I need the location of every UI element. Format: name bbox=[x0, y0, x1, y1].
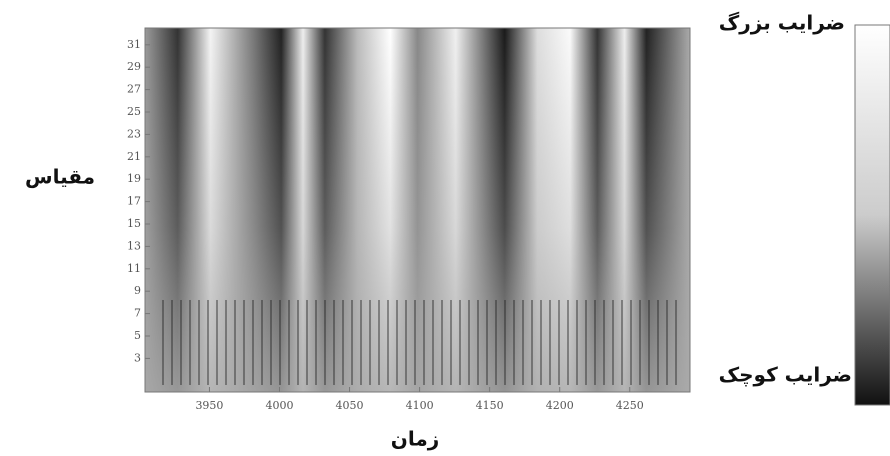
y-tick-label: 5 bbox=[134, 329, 141, 342]
y-tick-label: 3 bbox=[134, 351, 141, 364]
y-tick-label: 27 bbox=[127, 83, 141, 96]
x-tick-label: 4150 bbox=[476, 399, 504, 412]
x-axis-label: زمان bbox=[391, 427, 439, 451]
plot-area bbox=[144, 27, 691, 393]
y-tick-label: 7 bbox=[134, 307, 141, 320]
colorbar-high-label: ضرایب بزرگ bbox=[719, 11, 845, 35]
colorbar-low-label: ضرایب کوچک bbox=[719, 363, 852, 388]
y-tick-label: 17 bbox=[127, 195, 141, 208]
scalogram-fine bbox=[160, 300, 680, 385]
y-tick-label: 21 bbox=[127, 150, 141, 163]
y-tick-label: 23 bbox=[127, 127, 141, 140]
y-tick-label: 19 bbox=[127, 172, 141, 185]
y-tick-label: 29 bbox=[127, 60, 141, 73]
y-tick-label: 31 bbox=[127, 38, 141, 51]
y-tick-label: 11 bbox=[127, 262, 141, 275]
x-tick-label: 4100 bbox=[406, 399, 434, 412]
x-tick-label: 4050 bbox=[336, 399, 364, 412]
plot-frame bbox=[144, 27, 691, 393]
x-tick-label: 4200 bbox=[546, 399, 574, 412]
y-axis-label: مقیاس bbox=[25, 165, 95, 189]
x-tick-label: 4250 bbox=[616, 399, 644, 412]
y-tick-label: 13 bbox=[127, 239, 141, 252]
y-tick-label: 15 bbox=[127, 217, 141, 230]
x-tick-label: 3950 bbox=[195, 399, 223, 412]
colorbar bbox=[854, 24, 890, 406]
x-tick-label: 4000 bbox=[265, 399, 293, 412]
y-tick-label: 25 bbox=[127, 105, 141, 118]
y-tick-label: 9 bbox=[134, 284, 141, 297]
